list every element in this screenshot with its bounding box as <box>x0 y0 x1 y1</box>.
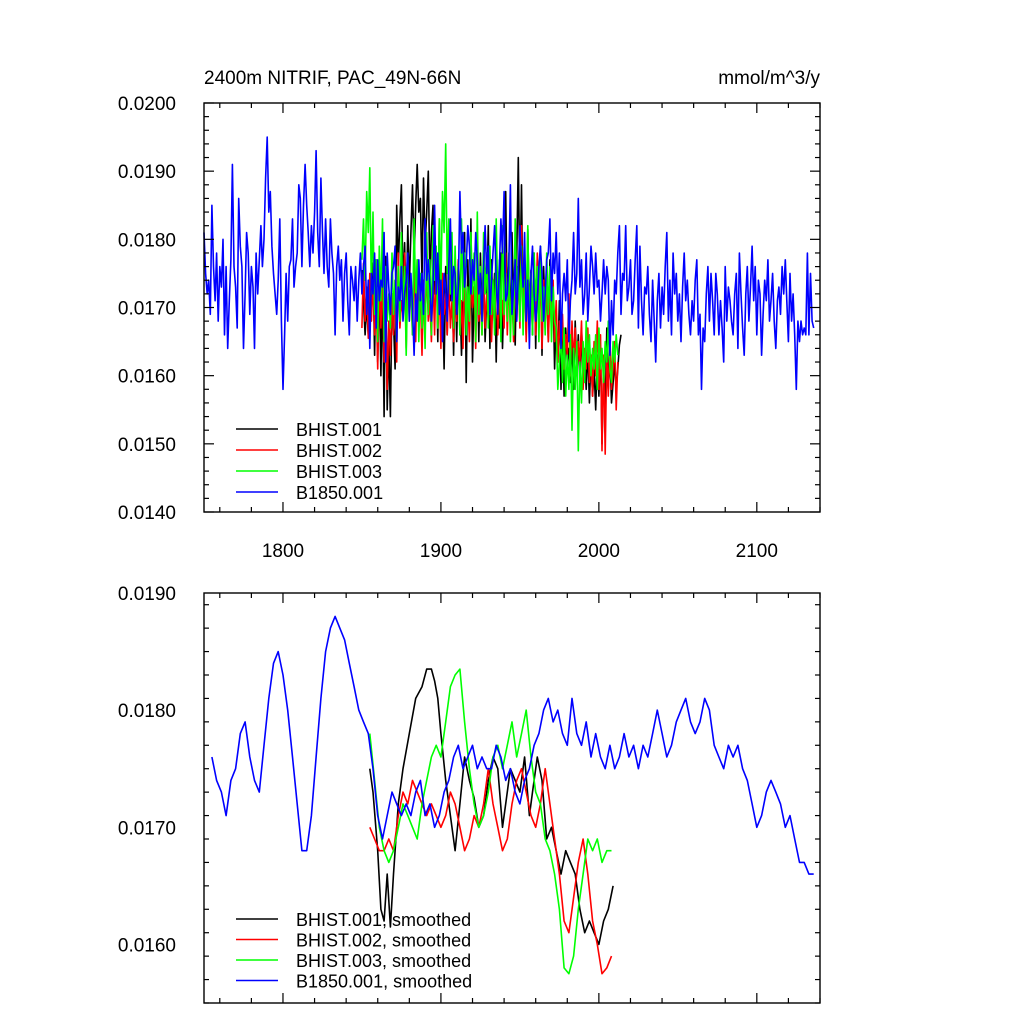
y-tick-label: 0.0170 <box>118 818 176 839</box>
legend-label-bhist-002: BHIST.002 <box>296 441 382 461</box>
bottom-series-group <box>211 615 814 975</box>
series-line-b1850-001-smoothed <box>211 615 814 875</box>
legend-label-bhist-002-smoothed: BHIST.002, smoothed <box>296 931 471 951</box>
y-tick-label: 0.0160 <box>118 935 176 956</box>
y-tick-label: 0.0180 <box>118 701 176 722</box>
x-tick-label: 1800 <box>262 541 304 562</box>
bottom-axes: 0.0160 0.0170 0.0180 0.0190 <box>118 584 821 1004</box>
y-tick-label: 0.0200 <box>118 94 176 115</box>
y-tick-label: 0.0190 <box>118 584 176 605</box>
series-line-bhist-003 <box>361 143 619 452</box>
y-tick-label: 0.0170 <box>118 299 176 320</box>
panel-top: 2400m NITRIF, PAC_49N-66N mmol/m^3/y 180… <box>118 68 821 562</box>
y-tick-label: 0.0160 <box>118 367 176 388</box>
legend-label-bhist-003-smoothed: BHIST.003, smoothed <box>296 951 471 971</box>
x-tick-label: 2000 <box>578 541 620 562</box>
series-line-bhist-001-smoothed <box>369 668 614 946</box>
legend-label-bhist-001: BHIST.001 <box>296 420 382 440</box>
legend-label-b1850-001-smoothed: B1850.001, smoothed <box>296 972 472 992</box>
y-tick-label: 0.0150 <box>118 435 176 456</box>
series-line-bhist-002-smoothed <box>369 767 613 975</box>
top-series-group <box>203 136 815 455</box>
units-label: mmol/m^3/y <box>718 68 820 89</box>
legend-label-bhist-001-smoothed: BHIST.001, smoothed <box>296 910 471 930</box>
legend-label-bhist-003: BHIST.003 <box>296 462 382 482</box>
panel-bottom: 0.0160 0.0170 0.0180 0.0190 BHIST.001, smoo… <box>118 584 821 1004</box>
y-tick-label: 0.0180 <box>118 230 176 251</box>
x-tick-label: 1900 <box>420 541 462 562</box>
chart-title: 2400m NITRIF, PAC_49N-66N <box>204 68 461 89</box>
y-tick-label: 0.0140 <box>118 503 176 524</box>
legend-label-b1850-001: B1850.001 <box>296 483 383 503</box>
top-axes: 1800 1900 2000 2100 0.0140 0.0150 0.0160 0.0170… <box>118 94 821 562</box>
plot-frame <box>203 592 821 1004</box>
series-line-bhist-003-smoothed <box>369 668 612 975</box>
x-tick-label: 2100 <box>736 541 778 562</box>
series-line-b1850-001 <box>203 136 815 391</box>
y-tick-label: 0.0190 <box>118 162 176 183</box>
